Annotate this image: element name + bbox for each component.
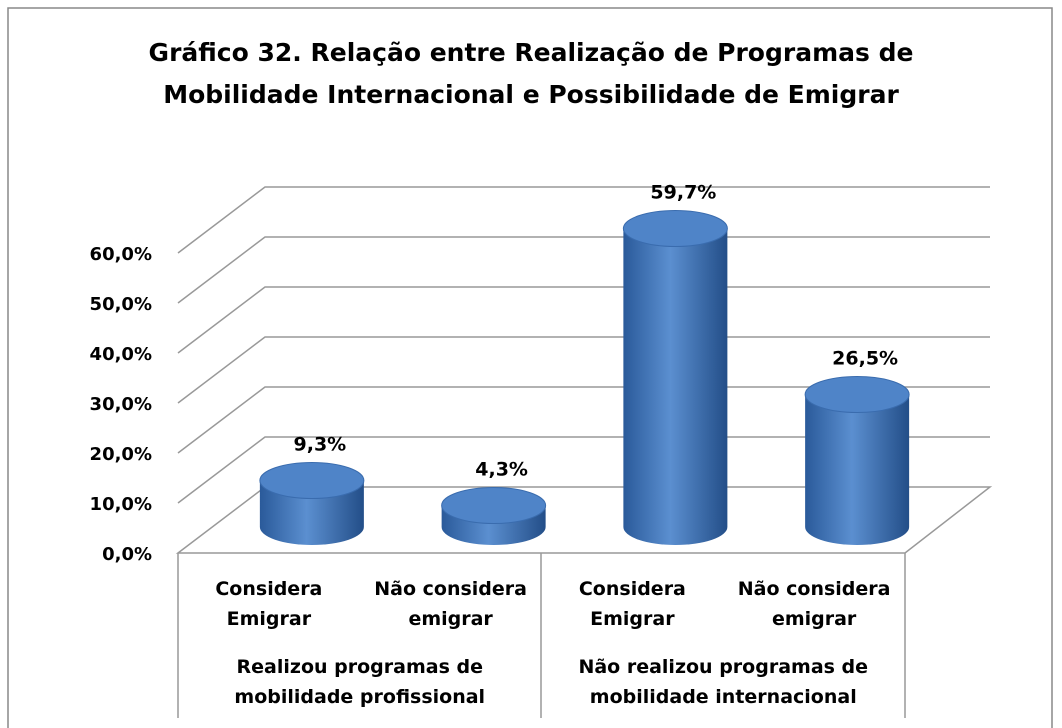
value-label: 4,3% — [475, 459, 528, 481]
bar-top — [622, 210, 728, 247]
value-label: 9,3% — [294, 434, 347, 456]
grid-line — [177, 386, 990, 454]
x-tick-label: Considera Emigrar — [215, 578, 323, 630]
group-label: Realizou programas de mobilidade profiss… — [234, 656, 486, 708]
value-label: 26,5% — [832, 348, 898, 370]
bar-top — [259, 462, 365, 499]
grid-line — [177, 236, 990, 304]
y-tick-label: 50,0% — [90, 294, 152, 315]
grid-line — [177, 436, 990, 504]
bar-top — [441, 487, 547, 524]
y-tick-label: 60,0% — [90, 244, 152, 265]
y-tick-label: 0,0% — [102, 544, 152, 565]
floor — [175, 486, 993, 554]
chart-title: Gráfico 32. Relação entre Realização de … — [148, 38, 914, 109]
grid-line — [177, 286, 990, 354]
grid-line — [177, 336, 990, 404]
x-tick-label: Não considera emigrar — [737, 578, 891, 630]
frame — [7, 7, 1053, 728]
value-label: 59,7% — [650, 182, 716, 204]
y-tick-label: 30,0% — [90, 394, 152, 415]
grid-line — [177, 186, 990, 254]
group-label: Não realizou programas de mobilidade int… — [578, 656, 869, 708]
x-tick-label: Não considera emigrar — [374, 578, 527, 630]
bar-top — [804, 376, 910, 413]
bar — [805, 394, 910, 545]
bar — [623, 228, 728, 545]
y-tick-label: 20,0% — [90, 444, 152, 465]
y-tick-label: 10,0% — [90, 494, 152, 515]
x-tick-label: Considera Emigrar — [578, 578, 686, 630]
y-tick-label: 40,0% — [90, 344, 152, 365]
